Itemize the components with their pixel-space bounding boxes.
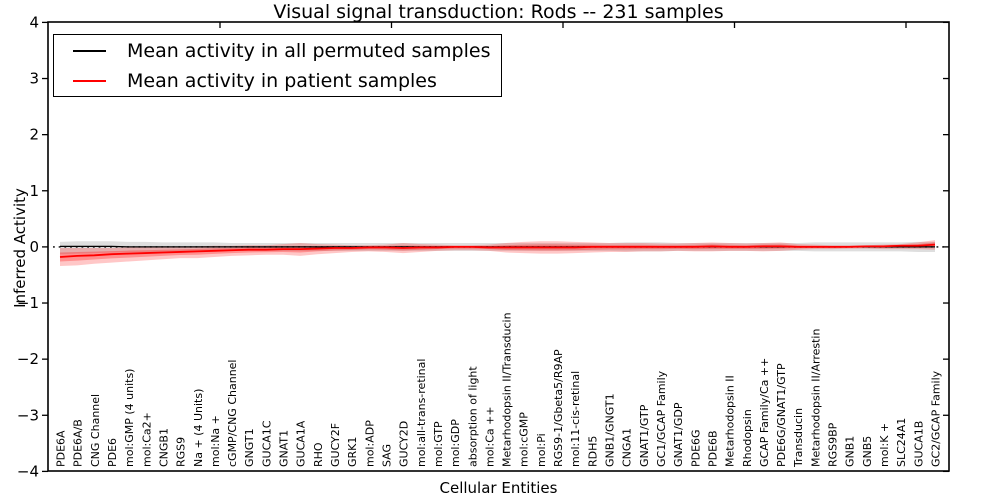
patient-mean-line: [59, 243, 936, 258]
y-tick-label: −4: [17, 462, 39, 480]
x-tick-label: RGS9BP: [827, 422, 840, 467]
x-tick-label: GNAT1/GTP: [638, 404, 651, 467]
legend: Mean activity in all permuted samples Me…: [53, 34, 502, 97]
x-axis-label: Cellular Entities: [439, 479, 558, 497]
x-tick-label: RDH5: [586, 436, 599, 467]
x-tick-label: mol:11-cis-retinal: [569, 371, 582, 467]
x-tick-label: GUCA1C: [260, 420, 273, 467]
x-tick-label: Metarhodopsin II/Arrestin: [809, 329, 822, 467]
chart-title: Visual signal transduction: Rods -- 231 …: [273, 1, 724, 23]
legend-item-patient: Mean activity in patient samples: [54, 67, 501, 94]
x-tick-label: PDE6B: [706, 430, 719, 467]
legend-item-permuted: Mean activity in all permuted samples: [54, 37, 501, 64]
x-tick-label: GNB1: [844, 436, 857, 467]
x-tick-label: PDE6A/B: [72, 419, 85, 467]
x-tick-label: absorption of light: [466, 366, 479, 467]
x-tick-label: mol:K +: [878, 423, 891, 467]
x-tick-label: mol:GDP: [449, 419, 462, 467]
x-tick-label: GNB1/GNGT1: [604, 393, 617, 467]
y-tick-label: 0: [29, 238, 39, 256]
x-tick-label: cGMP/CNG Channel: [226, 360, 239, 468]
y-tick-label: −2: [17, 350, 39, 368]
x-tick-label: Metarhodopsin II: [724, 375, 737, 467]
x-tick-label: Transducin: [792, 408, 805, 468]
x-tick-label: mol:GTP: [432, 421, 445, 467]
x-tick-label: GUCY2D: [398, 421, 411, 467]
x-tick-label: mol:cGMP: [518, 412, 531, 467]
x-tick-label: GNAT1: [278, 430, 291, 467]
x-tick-label: RGS9: [175, 437, 188, 467]
y-tick-label: 3: [29, 70, 39, 88]
x-tick-label: SAG: [380, 444, 393, 467]
x-tick-label: PDE6G/GNAT1/GTP: [775, 363, 788, 467]
x-tick-label: RGS9-1/Gbeta5/R9AP: [552, 349, 565, 467]
x-tick-label: GNAT1/GDP: [672, 402, 685, 467]
x-tick-label: SLC24A1: [895, 418, 908, 467]
x-tick-label: mol:Ca ++: [483, 406, 496, 467]
x-tick-label: Metarhodopsin II/Transducin: [501, 312, 514, 467]
x-tick-label: GUCY2F: [329, 423, 342, 467]
x-tick-label: mol:all-trans-retinal: [415, 359, 428, 467]
x-tick-label: CNGA1: [621, 428, 634, 467]
legend-label-patient: Mean activity in patient samples: [127, 69, 437, 92]
x-tick-label: Rhodopsin: [741, 409, 754, 467]
x-tick-label: CNG Channel: [89, 394, 102, 467]
x-tick-label: GRK1: [346, 437, 359, 467]
patient-line-swatch: [73, 79, 106, 82]
x-tick-label: GNGT1: [243, 428, 256, 467]
x-tick-label: GNB5: [861, 436, 874, 467]
x-tick-label: Na + (4 Units): [192, 389, 205, 467]
y-tick-label: −3: [17, 406, 39, 424]
legend-label-permuted: Mean activity in all permuted samples: [127, 39, 491, 62]
x-tick-label: CNGB1: [157, 428, 170, 467]
x-tick-label: mol:Na +: [209, 415, 222, 467]
y-axis-label: Inferred Activity: [11, 188, 29, 308]
x-tick-label: PDE6: [106, 438, 119, 467]
x-tick-label: GC2/GCAP Family: [930, 370, 943, 467]
x-tick-label: GC1/GCAP Family: [655, 370, 668, 467]
y-tick-label: 4: [29, 13, 39, 31]
x-tick-label: mol:Ca2+: [140, 412, 153, 467]
permuted-line-swatch: [73, 49, 106, 52]
x-tick-label: GCAP Family/Ca ++: [758, 358, 771, 467]
x-tick-label: mol:ADP: [363, 420, 376, 467]
x-tick-label: GUCA1B: [912, 421, 925, 467]
x-tick-label: PDE6A: [55, 430, 68, 467]
x-tick-label: RHO: [312, 442, 325, 467]
x-tick-label: GUCA1A: [295, 420, 308, 467]
y-tick-label: 1: [29, 182, 39, 200]
x-tick-label: mol:Pi: [535, 433, 548, 467]
x-tick-label: PDE6G: [689, 429, 702, 467]
y-tick-label: 2: [29, 126, 39, 144]
y-tick-label: −1: [17, 294, 39, 312]
x-tick-label: mol:GMP (4 units): [123, 369, 136, 467]
